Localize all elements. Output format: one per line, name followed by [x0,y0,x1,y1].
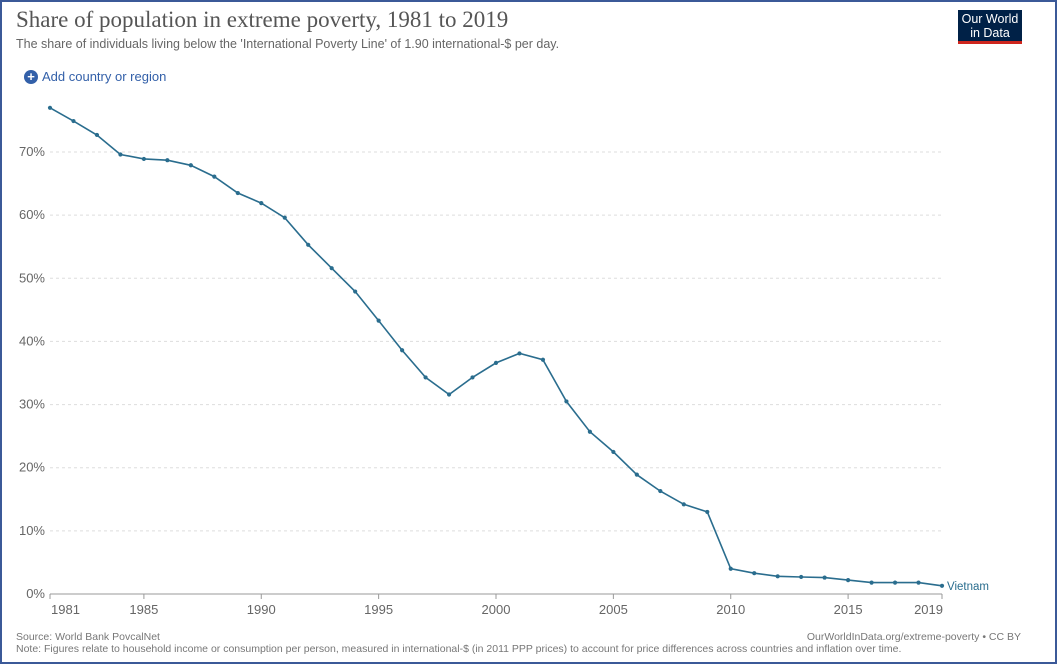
source-text: Source: World Bank PovcalNet [16,631,160,643]
series-line-vietnam [49,107,943,587]
chart-title: Share of population in extreme poverty, … [16,7,509,32]
y-tick-label: 50% [19,270,45,285]
data-point [235,190,240,196]
x-tick-label: 2005 [599,602,628,617]
data-point [400,348,405,353]
data-point [752,571,757,576]
data-point [517,351,522,356]
license-link[interactable]: OurWorldInData.org/extreme-poverty • CC … [806,631,1021,643]
chart-subtitle: The share of individuals living below th… [16,37,560,51]
y-tick-label: 30% [19,397,45,412]
footnote: Note: Figures relate to household income… [16,643,902,655]
logo-line-2: in Data [970,26,1010,40]
data-point [47,105,53,110]
data-point [846,578,851,583]
add-country-label: Add country or region [42,69,167,84]
data-point [165,158,170,163]
data-point [353,289,358,294]
data-point [634,472,639,477]
x-tick-label: 2000 [482,602,511,617]
logo-line-1: Our World [961,12,1019,26]
data-point [94,132,100,138]
data-point [118,152,123,157]
data-point [376,318,381,323]
data-point [658,488,663,494]
x-tick-label: 1990 [247,602,276,617]
y-tick-label: 70% [19,144,45,159]
data-point [282,215,287,220]
data-point [493,360,499,365]
x-tick-label: 1981 [51,602,80,617]
plus-circle-icon: + [24,69,38,84]
data-point [681,502,686,507]
y-tick-label: 20% [19,460,45,475]
data-point [939,583,945,588]
data-point [306,242,311,247]
data-point [540,357,546,362]
y-tick-label: 60% [19,207,45,222]
data-point [329,266,334,271]
series-label: Vietnam [947,581,989,593]
data-point [705,509,710,515]
x-tick-label: 1985 [129,602,158,617]
data-point [423,375,428,380]
y-tick-label: 40% [19,333,45,348]
x-tick-label: 1995 [364,602,393,617]
data-point [892,580,898,585]
x-tick-label: 2010 [716,602,745,617]
owid-logo[interactable]: Our World in Data [958,10,1022,44]
y-tick-label: 0% [26,586,45,601]
data-point [564,399,569,404]
add-country-button[interactable]: + Add country or region [24,69,166,84]
x-tick-label: 2015 [834,602,863,617]
data-point [799,574,804,580]
data-point [212,174,217,179]
data-point [470,375,475,380]
data-point [916,580,921,585]
data-point [188,163,193,168]
data-point [611,449,616,455]
data-point [587,429,592,434]
data-point [775,574,780,579]
data-point [446,392,452,397]
data-point [259,201,264,206]
data-point [728,566,733,571]
data-point [869,580,874,585]
data-point [71,118,76,124]
data-point [141,156,146,162]
y-tick-label: 10% [19,523,45,538]
x-tick-label: 2019 [914,602,943,617]
data-point [822,575,827,580]
